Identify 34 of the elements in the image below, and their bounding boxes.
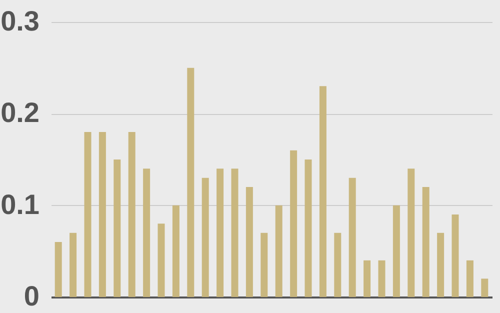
y-tick-label: 0 bbox=[24, 280, 40, 312]
bar bbox=[319, 86, 326, 297]
bar bbox=[114, 160, 121, 297]
bar bbox=[364, 260, 371, 297]
bar bbox=[275, 205, 282, 297]
bar bbox=[187, 68, 194, 297]
bar bbox=[260, 232, 268, 297]
bar bbox=[392, 205, 400, 297]
bar bbox=[290, 150, 298, 297]
bar bbox=[172, 205, 180, 297]
bar bbox=[98, 132, 106, 297]
bar bbox=[84, 132, 92, 297]
bar bbox=[216, 168, 224, 297]
y-tick-label: 0.3 bbox=[0, 6, 40, 36]
bar bbox=[422, 187, 430, 297]
bar bbox=[128, 132, 136, 297]
bar bbox=[481, 278, 488, 297]
bar bbox=[158, 224, 165, 297]
bar bbox=[202, 178, 209, 297]
bar bbox=[378, 260, 386, 297]
bar bbox=[408, 168, 415, 297]
bar bbox=[452, 214, 459, 297]
bar bbox=[231, 168, 238, 297]
y-tick-label: 0.1 bbox=[0, 188, 40, 220]
y-tick-label: 0.2 bbox=[0, 97, 40, 128]
bar bbox=[437, 232, 444, 297]
bar bbox=[304, 160, 312, 297]
bar bbox=[143, 168, 150, 297]
bar bbox=[466, 260, 474, 297]
bar bbox=[54, 242, 62, 297]
bar bbox=[348, 178, 356, 297]
bar bbox=[70, 232, 77, 297]
bar bbox=[334, 232, 342, 297]
bar bbox=[246, 187, 253, 297]
